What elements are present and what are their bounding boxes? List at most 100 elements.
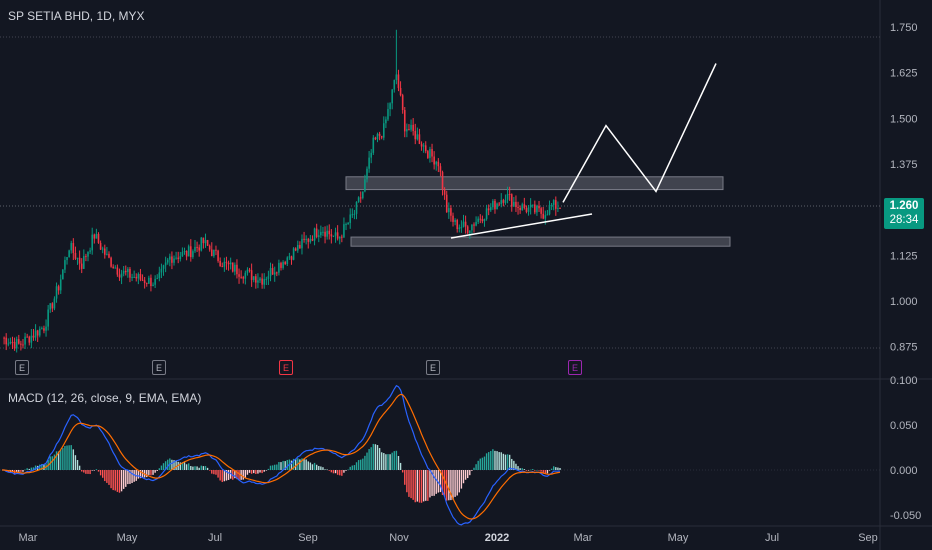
earnings-marker[interactable]: E — [15, 360, 29, 375]
candle — [108, 251, 110, 259]
macd-histogram-bar — [553, 466, 555, 470]
earnings-marker[interactable]: E — [568, 360, 582, 375]
macd-histogram-bar — [550, 468, 553, 470]
macd-histogram-bar — [362, 458, 364, 470]
candle — [57, 284, 60, 295]
macd-histogram-bar — [93, 470, 96, 471]
candle-body — [20, 343, 22, 345]
macd-histogram-bar — [454, 470, 456, 497]
candle-body — [479, 218, 482, 220]
macd-indicator — [2, 384, 561, 526]
candle — [418, 128, 421, 145]
candle — [53, 296, 56, 311]
macd-histogram-bar — [345, 470, 347, 471]
candle — [294, 247, 297, 252]
earnings-marker[interactable]: E — [426, 360, 440, 375]
candle — [370, 149, 373, 164]
macd-histogram-bar — [89, 470, 91, 475]
candle — [261, 273, 263, 289]
candle-body — [169, 256, 171, 260]
candle — [192, 249, 194, 259]
candle-body — [177, 257, 180, 259]
candle — [406, 123, 408, 138]
candle-body — [403, 110, 406, 132]
candle — [160, 263, 163, 279]
candle — [508, 186, 511, 201]
macd-histogram-bar — [330, 470, 333, 473]
macd-histogram-bar — [546, 470, 549, 474]
macd-histogram-bar — [437, 470, 440, 493]
candle-body — [93, 234, 96, 239]
earnings-marker[interactable]: E — [152, 360, 166, 375]
candle — [496, 202, 498, 210]
macd-histogram-bar — [120, 470, 123, 492]
candle-body — [317, 235, 320, 237]
macd-histogram-bar — [246, 470, 249, 475]
bar-countdown: 28:34 — [889, 214, 919, 226]
candle — [133, 270, 135, 278]
macd-histogram-bar — [15, 470, 18, 472]
macd-tick-label: 0.100 — [890, 375, 918, 387]
candle — [343, 217, 345, 239]
candle — [255, 273, 257, 289]
macd-histogram-bar — [194, 466, 196, 470]
candle — [485, 204, 488, 221]
candle-body — [196, 246, 198, 248]
macd-histogram-bar — [200, 465, 202, 470]
candle-body — [156, 278, 159, 280]
macd-title: MACD (12, 26, close, 9, EMA, EMA) — [8, 391, 202, 405]
candle-body — [127, 268, 129, 273]
macd-histogram-bar — [416, 470, 419, 502]
macd-histogram-bar — [99, 470, 102, 476]
last-price-badge: 1.260 28:34 — [884, 198, 924, 229]
candle — [252, 276, 255, 283]
candle — [462, 214, 465, 228]
candle-body — [322, 231, 324, 233]
candle-body — [194, 246, 196, 252]
candle-body — [208, 245, 211, 250]
macd-histogram-bar — [175, 460, 177, 470]
macd-histogram-bar — [532, 469, 534, 470]
candle-body — [466, 226, 469, 234]
macd-histogram-bar — [397, 456, 400, 470]
candle — [244, 270, 247, 285]
macd-histogram-bar — [269, 465, 272, 470]
macd-histogram-bar — [529, 469, 532, 471]
candle-body — [496, 203, 498, 210]
macd-histogram-bar — [527, 470, 530, 471]
candle-body — [286, 257, 289, 264]
time-axis: Mar May Jul Sep Nov 2022 Mar May Jul Sep — [19, 532, 878, 544]
candle — [124, 265, 127, 276]
candle — [183, 247, 186, 255]
candle — [328, 224, 331, 240]
candle — [420, 141, 423, 151]
candle-body — [3, 337, 5, 339]
candle-body — [97, 233, 100, 243]
candle-body — [380, 135, 383, 138]
candle — [542, 206, 545, 220]
candle-body — [227, 262, 230, 265]
candle-body — [36, 330, 39, 336]
macd-histogram-bar — [274, 464, 276, 470]
candle — [292, 247, 295, 261]
candle — [234, 262, 236, 276]
candle-body — [280, 262, 282, 268]
candle-body — [485, 208, 488, 219]
candle-body — [548, 204, 551, 215]
macd-histogram-bar — [387, 454, 389, 470]
candle-body — [504, 199, 507, 203]
candle-body — [28, 336, 31, 343]
candle — [320, 225, 322, 238]
candle — [555, 196, 557, 216]
macd-histogram-bar — [313, 462, 316, 470]
candle-body — [148, 277, 150, 284]
candle — [248, 267, 251, 273]
candle-body — [502, 200, 505, 203]
candle — [70, 240, 73, 254]
candle — [286, 256, 289, 266]
earnings-marker[interactable]: E — [279, 360, 293, 375]
candle — [175, 251, 177, 260]
candle-body — [15, 339, 18, 349]
candle-body — [555, 200, 557, 209]
candle-body — [95, 233, 98, 239]
